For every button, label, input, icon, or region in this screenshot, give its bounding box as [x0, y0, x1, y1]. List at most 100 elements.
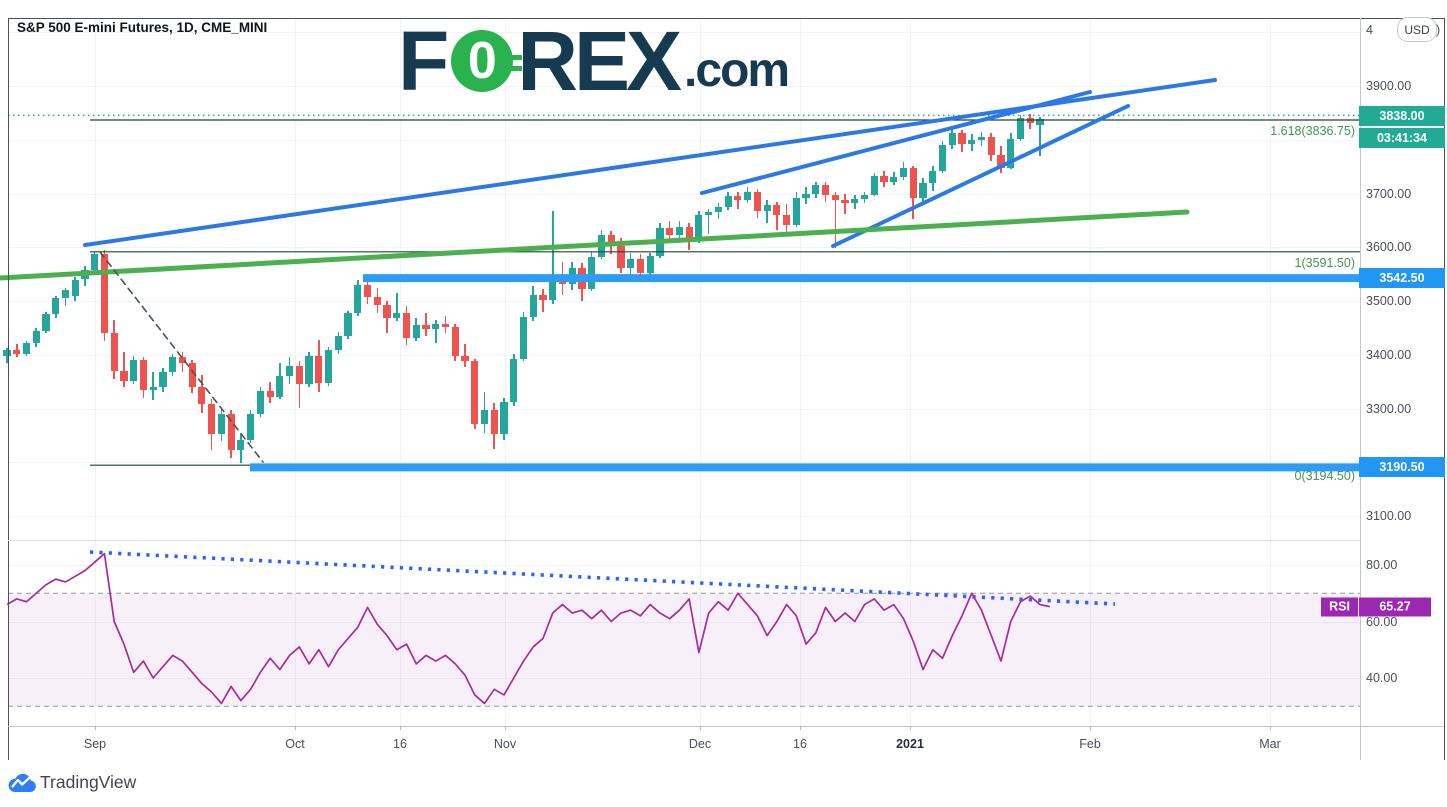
- time-axis-label: 2021: [896, 737, 924, 751]
- candle-body: [500, 402, 508, 435]
- candle-body: [344, 313, 352, 336]
- support-level-tag: 3190.50: [1359, 457, 1445, 478]
- candle-body: [295, 365, 303, 385]
- time-gridline: [95, 18, 96, 726]
- price-gridline: [8, 301, 1360, 302]
- time-axis-tick: [700, 726, 701, 730]
- candle-body: [363, 284, 372, 297]
- chart-frame: [8, 18, 1445, 761]
- price-gridline: [8, 408, 1360, 410]
- candle-body: [42, 314, 50, 331]
- tradingview-logo-icon[interactable]: [8, 771, 36, 795]
- candle-body: [334, 335, 342, 351]
- time-axis-tick: [295, 726, 296, 730]
- candle-body: [266, 391, 274, 397]
- time-axis-tick: [1090, 726, 1091, 730]
- candle-body: [354, 284, 362, 314]
- candle-body: [315, 355, 323, 383]
- candle-body: [3, 350, 11, 356]
- time-axis-tick: [1270, 726, 1271, 730]
- resistance-level-tag: 3542.50: [1359, 268, 1445, 289]
- price-gridline: [8, 32, 1360, 34]
- price-gridline: [8, 354, 1360, 356]
- forex-logo-dash: [509, 66, 523, 71]
- candle-body: [412, 325, 420, 338]
- candle-wick: [298, 361, 301, 409]
- rsi-pane-separator: [8, 540, 1360, 541]
- candle-wick: [425, 312, 427, 336]
- candle-body: [286, 365, 294, 377]
- time-gridline: [700, 18, 701, 726]
- time-axis-tick: [505, 726, 506, 730]
- price-axis-label: 3900.00: [1366, 79, 1412, 93]
- candle-body: [441, 323, 450, 327]
- fib-level-label: 1(3591.50): [1294, 255, 1355, 270]
- time-gridline: [800, 18, 801, 726]
- candle-wick: [434, 319, 437, 343]
- time-axis-tick: [400, 726, 401, 730]
- footer-bar: TradingView: [0, 760, 1447, 807]
- candle-body: [549, 275, 557, 300]
- price-gridline: [8, 516, 1360, 517]
- price-gridline: [8, 462, 1360, 464]
- bar-countdown-tag: 03:41:34: [1359, 128, 1445, 149]
- candle-body: [480, 409, 489, 424]
- candle-body: [402, 312, 411, 338]
- tradingview-link[interactable]: TradingView: [40, 772, 137, 792]
- candle-body: [519, 317, 528, 360]
- clipped-axis-label: ): [1436, 23, 1441, 37]
- candle-body: [61, 290, 70, 299]
- candle-body: [383, 305, 391, 319]
- price-axis-label: 3500.00: [1366, 294, 1412, 308]
- candle-wick: [464, 344, 466, 367]
- price-axis-label: 3700.00: [1366, 186, 1412, 201]
- last-price-tag: 3838.00: [1359, 106, 1445, 127]
- candle-body: [71, 279, 79, 296]
- time-axis-tick: [910, 726, 911, 730]
- currency-usd-button[interactable]: USD: [1397, 17, 1437, 42]
- candle-body: [451, 326, 459, 356]
- candle-wick: [542, 289, 544, 312]
- price-axis-label: 3300.00: [1366, 401, 1412, 416]
- time-axis-tick: [800, 726, 801, 730]
- time-axis-label: Oct: [285, 737, 305, 751]
- candle-body: [490, 409, 498, 435]
- rsi-value-tag: 65.27: [1359, 597, 1431, 617]
- candle-body: [539, 294, 547, 300]
- fib-level-label: 0(3194.50): [1294, 469, 1355, 484]
- forex-logo-dash: [509, 55, 523, 60]
- time-axis-label: Feb: [1079, 737, 1101, 751]
- rsi-indicator-label: RSI: [1321, 597, 1358, 617]
- time-axis-label: Dec: [688, 737, 712, 751]
- price-axis-label: 3400.00: [1366, 347, 1412, 362]
- candle-body: [393, 312, 401, 319]
- time-axis-tick: [95, 726, 96, 730]
- time-gridline: [505, 18, 506, 726]
- time-axis-label: Mar: [1259, 737, 1281, 751]
- clipped-axis-label: 4: [1366, 23, 1373, 37]
- time-gridline: [1090, 18, 1091, 726]
- candle-body: [461, 355, 469, 362]
- rsi-axis-label: 80.00: [1366, 558, 1398, 572]
- candle-body: [373, 296, 381, 306]
- rsi-axis-label: 60.00: [1366, 614, 1398, 629]
- candle-body: [422, 325, 430, 329]
- candle-body: [324, 350, 333, 383]
- candle-body: [471, 361, 479, 424]
- price-axis-separator: [1360, 18, 1361, 760]
- candle-body: [432, 323, 440, 329]
- time-gridline: [400, 18, 401, 726]
- price-axis-label: 3600.00: [1366, 240, 1412, 255]
- time-gridline: [1270, 18, 1271, 726]
- time-axis-label: 16: [393, 737, 407, 751]
- candle-body: [529, 294, 537, 318]
- time-axis-label: Sep: [83, 737, 107, 751]
- rsi-axis-label: 40.00: [1366, 671, 1398, 685]
- time-gridline: [910, 18, 911, 726]
- candle-body: [52, 298, 60, 315]
- time-axis-label: 16: [793, 737, 807, 751]
- candle-body: [13, 350, 21, 354]
- candle-body: [22, 342, 31, 354]
- price-axis-label: 3100.00: [1366, 509, 1412, 523]
